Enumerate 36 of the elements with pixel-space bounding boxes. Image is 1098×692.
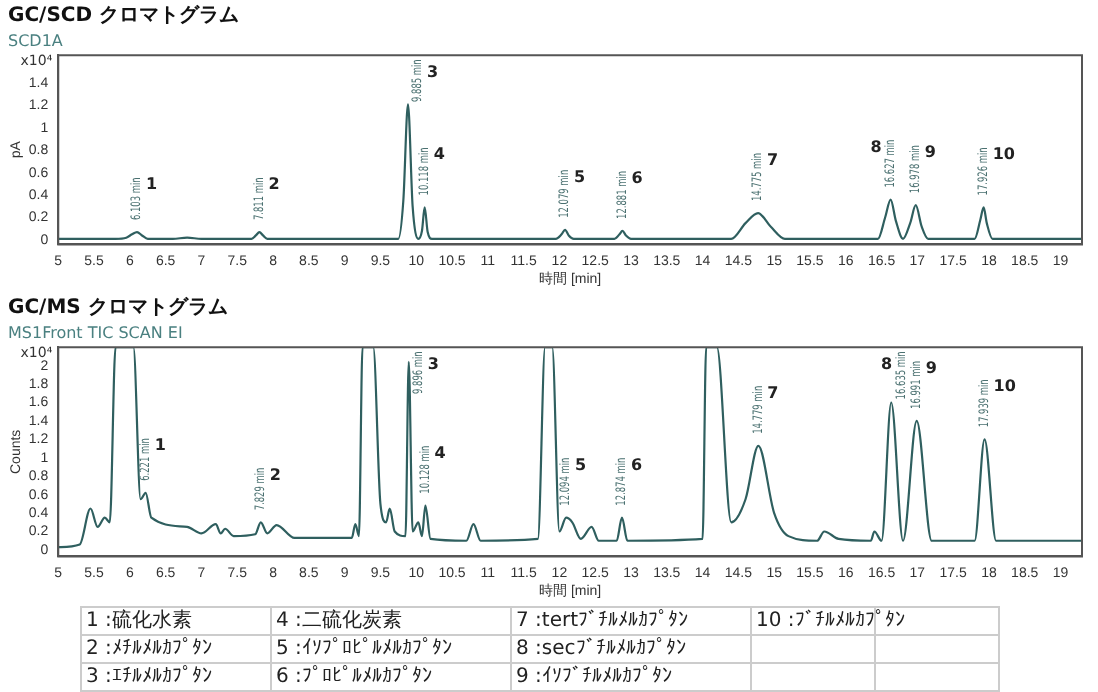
chart-subtitle: MS1Front TIC SCAN EI [8,323,183,342]
text: 9 :ｲｿﾌﾞﾁﾙﾒﾙｶﾌﾟﾀﾝ [512,664,752,692]
annotation: 9 [924,143,937,162]
text: 10 :ﾌﾞﾁﾙﾒﾙｶﾌﾟﾀﾝ [754,608,905,636]
text: 2 :ﾒﾁﾙﾒﾙｶﾌﾟﾀﾝ [82,636,272,664]
annotation: 3 [427,355,439,374]
annotation: 10 [993,377,1017,396]
annotation: 8 [881,355,894,374]
annotation: 6 [630,455,643,474]
annotation: 8 [870,137,883,156]
text: 8 :secﾌﾞﾁﾙﾒﾙｶﾌﾟﾀﾝ [512,636,752,664]
line-series [58,103,1082,240]
text: 6 :ﾌﾟﾛﾋﾟﾙﾒﾙｶﾌﾟﾀﾝ [272,664,512,692]
text: 4 :二硫化炭素 [272,608,512,636]
annotation: 7 [767,383,779,402]
text: 5 :ｲｿﾌﾟﾛﾋﾟﾙﾒﾙｶﾌﾟﾀﾝ [272,636,512,664]
annotation: 10 [992,145,1016,164]
annotation: 3 [426,63,439,82]
text: 1 :硫化水素 [82,608,272,636]
annotation: 1 [146,175,159,194]
annotation: 2 [268,175,280,194]
annotation: 1 [154,436,167,455]
annotation: 2 [269,465,281,484]
annotation: 5 [574,167,587,186]
annotation: 6 [631,168,644,187]
text: 3 :ｴﾁﾙﾒﾙｶﾌﾟﾀﾝ [82,664,272,692]
line-series [58,347,1082,549]
annotation: 7 [767,151,779,170]
text: 7 :tertﾌﾞﾁﾙﾒﾙｶﾌﾟﾀﾝ [512,608,752,636]
annotation: 4 [433,145,446,164]
annotation: 9 [925,358,938,377]
chart-subtitle: SCD1A [8,31,64,50]
annotation: 5 [575,455,588,474]
annotation: 4 [434,443,447,462]
chart-title: GC/MS クロマトグラム [8,295,228,320]
chart-title: GC/SCD クロマトグラム [8,3,240,28]
